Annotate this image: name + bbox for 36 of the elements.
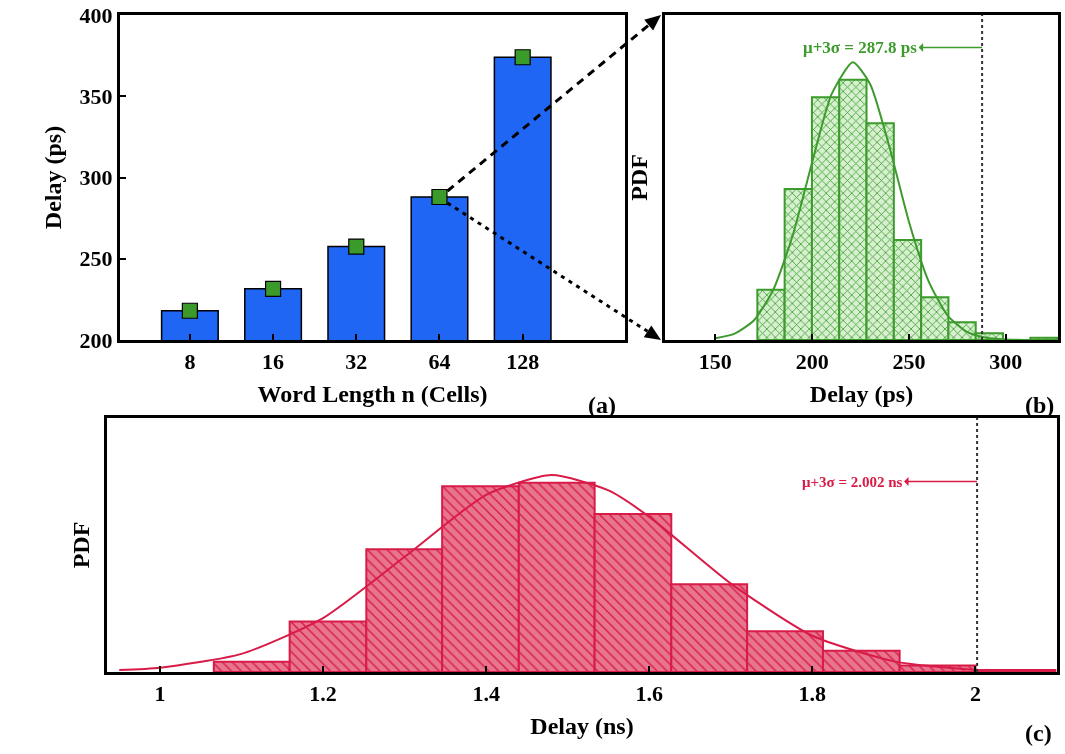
x-tick-label: 300 [989,349,1023,375]
x-tick-label: 128 [506,349,540,375]
point [181,302,198,319]
y-tick-label: 200 [79,327,113,353]
y-tick-label: 250 [79,246,113,272]
ref-line-label: μ+3σ = 2.002 ns [802,474,903,490]
x-tick-label: 16 [262,349,285,375]
x-tick-label: 1.2 [309,681,337,707]
y-axis-title: PDF [68,521,95,569]
text: (b) [1025,392,1055,418]
x-tick-label: 8 [184,349,196,375]
x-tick-label: 2 [969,681,981,707]
text: (c) [1025,720,1052,746]
text: (a) [588,392,616,418]
y-tick-label: 300 [79,165,113,191]
x-tick-label: 32 [345,349,368,375]
y-axis-title: PDF [626,154,653,201]
y-tick-label: 400 [79,2,113,28]
x-tick-label: 64 [428,349,451,375]
point [348,238,365,255]
point [264,280,282,297]
x-tick-label: 200 [795,349,829,375]
x-tick-label: 1 [154,681,166,707]
y-tick-label: 350 [79,83,113,109]
x-axis-title: Word Length n (Cells) [257,380,488,407]
x-tick-label: 1.8 [798,681,827,707]
x-tick-label: 250 [892,349,926,375]
x-tick-label: 1.6 [635,681,664,707]
x-axis-title: Delay (ns) [530,712,634,739]
x-tick-label: 1.4 [472,681,500,707]
y-axis-title: Delay (ps) [39,125,66,230]
point [514,49,531,66]
x-tick-label: 150 [698,349,732,375]
ref-line-label: μ+3σ = 287.8 ps [803,38,918,57]
x-axis-title: Delay (ps) [809,380,914,407]
point [431,188,448,206]
